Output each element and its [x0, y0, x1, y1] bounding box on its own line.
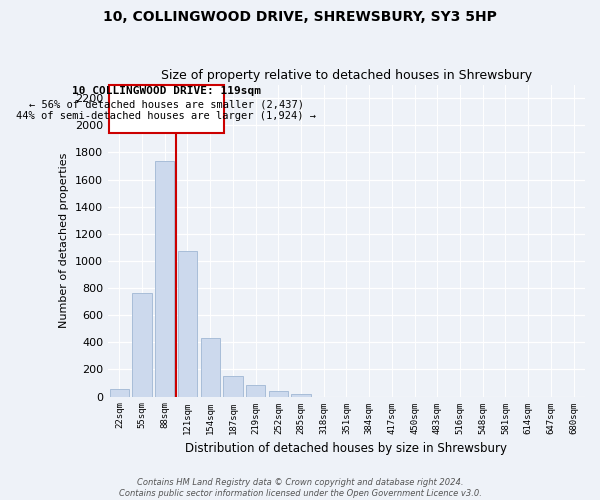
Bar	[110, 389, 129, 396]
FancyBboxPatch shape	[109, 84, 224, 134]
Bar	[155, 160, 175, 396]
Bar	[246, 386, 265, 396]
Bar	[223, 376, 242, 396]
Bar	[269, 391, 288, 396]
Bar	[133, 294, 152, 397]
X-axis label: Distribution of detached houses by size in Shrewsbury: Distribution of detached houses by size …	[185, 442, 508, 455]
Text: 10, COLLINGWOOD DRIVE, SHREWSBURY, SY3 5HP: 10, COLLINGWOOD DRIVE, SHREWSBURY, SY3 5…	[103, 10, 497, 24]
Bar	[178, 252, 197, 396]
Title: Size of property relative to detached houses in Shrewsbury: Size of property relative to detached ho…	[161, 69, 532, 82]
Text: 10 COLLINGWOOD DRIVE: 119sqm: 10 COLLINGWOOD DRIVE: 119sqm	[72, 86, 261, 97]
Bar	[200, 338, 220, 396]
Text: Contains HM Land Registry data © Crown copyright and database right 2024.
Contai: Contains HM Land Registry data © Crown c…	[119, 478, 481, 498]
Text: ← 56% of detached houses are smaller (2,437): ← 56% of detached houses are smaller (2,…	[29, 99, 304, 109]
Bar	[292, 394, 311, 396]
Text: 44% of semi-detached houses are larger (1,924) →: 44% of semi-detached houses are larger (…	[16, 112, 316, 122]
Y-axis label: Number of detached properties: Number of detached properties	[59, 153, 70, 328]
